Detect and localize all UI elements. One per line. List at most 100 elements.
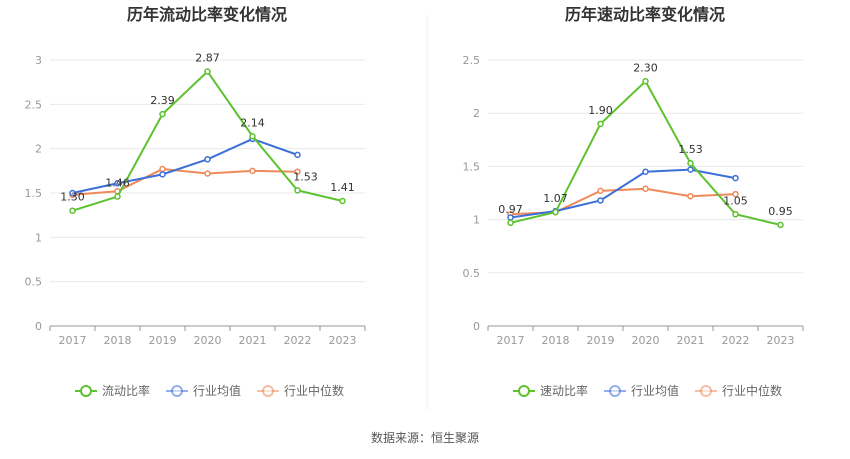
legend-label: 流动比率 bbox=[102, 383, 150, 398]
data-label: 1.30 bbox=[60, 191, 85, 204]
legend-item: 速动比率 bbox=[513, 383, 588, 398]
data-point bbox=[642, 78, 649, 85]
data-point bbox=[687, 192, 694, 200]
data-point bbox=[204, 156, 211, 163]
data-point bbox=[159, 165, 166, 173]
data-point bbox=[114, 193, 121, 200]
x-tick-label: 2019 bbox=[587, 334, 615, 347]
data-point bbox=[204, 170, 211, 177]
data-point bbox=[114, 179, 121, 187]
legend-item: 行业中位数 bbox=[257, 383, 344, 398]
data-label: 2.87 bbox=[195, 52, 220, 65]
current-ratio-chart: 历年流动比率变化情况 0 0.5 1 1.5 2 2.5 3 2017 2018 2019 2020 2… bbox=[25, 5, 366, 398]
x-tick-label: 2017 bbox=[59, 334, 87, 347]
data-label: 1.53 bbox=[293, 170, 318, 183]
data-point bbox=[249, 167, 256, 175]
legend-item: 行业中位数 bbox=[695, 383, 782, 398]
y-tick-label: 1 bbox=[473, 214, 480, 227]
x-tick-label: 2018 bbox=[104, 334, 132, 347]
data-point bbox=[507, 219, 514, 227]
legend-swatch-marker bbox=[80, 385, 92, 397]
y-tick-label: 3 bbox=[35, 54, 42, 67]
data-point bbox=[69, 189, 76, 197]
series-line bbox=[72, 70, 343, 212]
legend-swatch-marker bbox=[262, 385, 274, 397]
data-point bbox=[249, 133, 256, 140]
legend-swatch-marker bbox=[518, 385, 530, 397]
data-point bbox=[732, 190, 739, 198]
legend-label: 行业中位数 bbox=[722, 383, 782, 398]
y-tick-label: 2.5 bbox=[463, 54, 481, 67]
x-tick-label: 2021 bbox=[677, 334, 705, 347]
data-label: 2.30 bbox=[633, 61, 658, 74]
y-tick-label: 0 bbox=[35, 320, 42, 333]
legend-item: 流动比率 bbox=[75, 383, 150, 398]
data-label: 0.95 bbox=[768, 205, 793, 218]
data-point bbox=[732, 174, 739, 182]
data-point bbox=[687, 159, 694, 167]
y-tick-label: 1.5 bbox=[25, 187, 43, 200]
x-tick-label: 2023 bbox=[767, 334, 795, 347]
legend-item: 行业均值 bbox=[166, 383, 241, 398]
data-point bbox=[777, 221, 784, 229]
x-tick-label: 2017 bbox=[497, 334, 525, 347]
source-caption: 数据来源：恒生聚源 bbox=[371, 430, 479, 445]
data-point bbox=[597, 187, 604, 195]
data-point bbox=[642, 168, 649, 175]
data-point bbox=[597, 120, 604, 128]
y-tick-label: 1.5 bbox=[463, 160, 481, 173]
data-point bbox=[552, 208, 559, 216]
y-tick-label: 1 bbox=[35, 231, 42, 244]
data-point bbox=[642, 185, 649, 192]
x-tick-label: 2020 bbox=[632, 334, 660, 347]
chart-title: 历年流动比率变化情况 bbox=[127, 5, 287, 24]
data-point bbox=[294, 187, 301, 194]
data-point bbox=[732, 211, 739, 218]
x-tick-label: 2023 bbox=[329, 334, 357, 347]
data-point bbox=[339, 197, 346, 205]
data-point bbox=[69, 207, 76, 214]
data-label: 1.41 bbox=[330, 181, 355, 194]
y-tick-label: 2 bbox=[35, 143, 42, 156]
legend-label: 行业中位数 bbox=[284, 383, 344, 398]
series-line bbox=[72, 168, 298, 196]
y-tick-label: 0.5 bbox=[463, 267, 481, 280]
y-tick-label: 2.5 bbox=[25, 98, 43, 111]
y-tick-label: 0.5 bbox=[25, 276, 43, 289]
legend-label: 行业均值 bbox=[193, 383, 241, 398]
legend-swatch-marker bbox=[171, 385, 183, 397]
series-line bbox=[72, 137, 298, 194]
data-point bbox=[687, 166, 694, 173]
legend-swatch-marker bbox=[700, 385, 712, 397]
x-tick-label: 2022 bbox=[722, 334, 750, 347]
data-label: 0.97 bbox=[498, 203, 523, 216]
data-label: 2.14 bbox=[240, 116, 265, 129]
data-point bbox=[159, 171, 166, 178]
x-tick-label: 2019 bbox=[149, 334, 177, 347]
quick-ratio-chart: 历年速动比率变化情况 0 0.5 1 1.5 2 2.5 2017 2018 2019 2020 20… bbox=[463, 5, 804, 398]
legend-item: 行业均值 bbox=[604, 383, 679, 398]
x-tick-label: 2020 bbox=[194, 334, 222, 347]
data-point bbox=[159, 110, 166, 118]
legend-label: 速动比率 bbox=[540, 383, 588, 398]
data-label: 1.05 bbox=[723, 194, 748, 207]
data-label: 2.39 bbox=[150, 94, 175, 107]
data-label: 1.53 bbox=[678, 143, 703, 156]
data-label: 1.90 bbox=[588, 104, 613, 117]
x-tick-label: 2021 bbox=[239, 334, 267, 347]
data-label: 1.07 bbox=[543, 192, 568, 205]
y-tick-label: 0 bbox=[473, 320, 480, 333]
y-tick-label: 2 bbox=[473, 107, 480, 120]
x-tick-label: 2022 bbox=[284, 334, 312, 347]
data-point bbox=[294, 151, 301, 159]
x-tick-label: 2018 bbox=[542, 334, 570, 347]
data-point bbox=[597, 197, 604, 204]
data-point bbox=[204, 68, 211, 75]
legend-label: 行业均值 bbox=[631, 383, 679, 398]
chart-title: 历年速动比率变化情况 bbox=[565, 5, 725, 24]
data-point bbox=[294, 168, 301, 175]
legend-swatch-marker bbox=[609, 385, 621, 397]
data-label: 1.46 bbox=[105, 177, 130, 190]
